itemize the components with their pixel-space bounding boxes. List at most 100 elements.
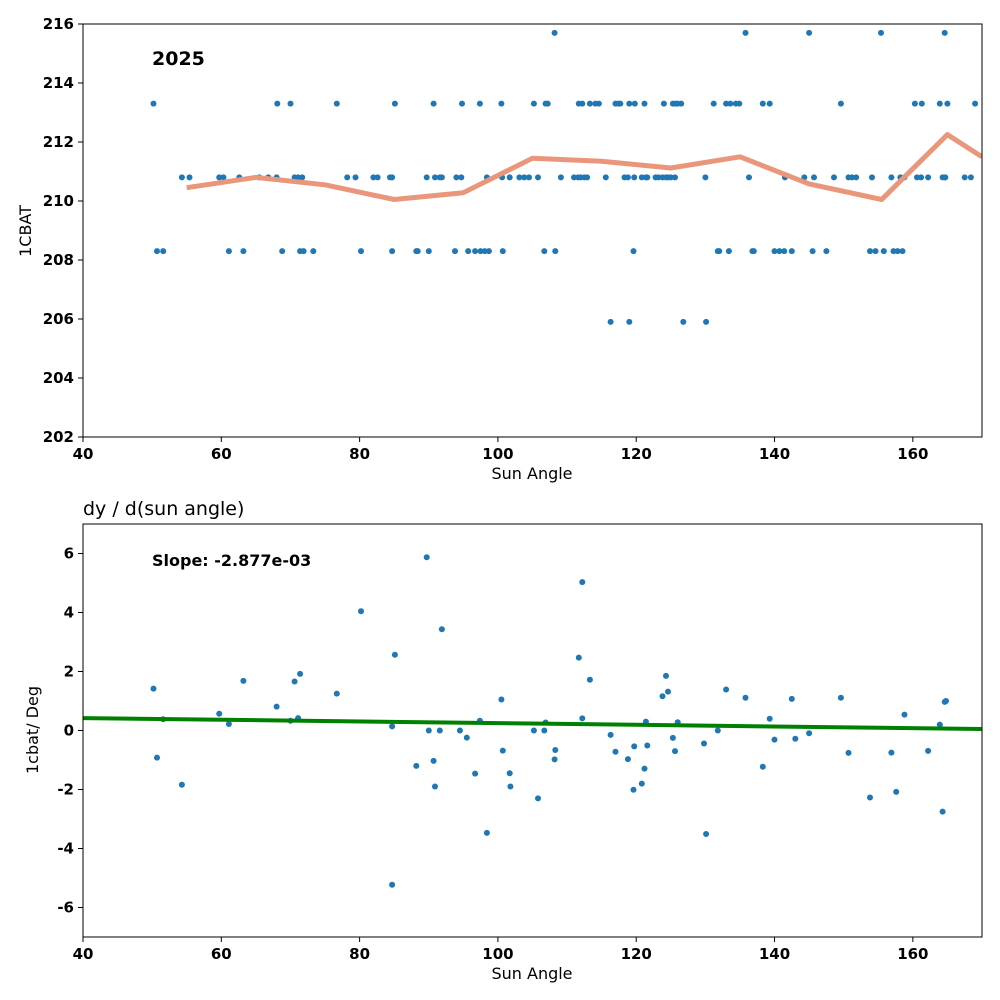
bottom-scatter-point	[612, 748, 619, 755]
bottom-scatter-point	[430, 757, 437, 764]
bottom-scatter-point	[463, 734, 470, 741]
top-x-tick-label: 80	[349, 445, 370, 463]
top-scatter-point	[918, 174, 925, 181]
bottom-scatter-point	[893, 788, 900, 795]
top-scatter-point	[453, 174, 460, 181]
bottom-scatter-point	[579, 715, 586, 722]
top-scatter-point	[595, 100, 602, 107]
bottom-scatter-point	[483, 829, 490, 836]
top-scatter-point	[344, 174, 351, 181]
bottom-scatter-point	[936, 721, 943, 728]
top-scatter-point	[607, 318, 614, 325]
top-y-tick-label: 204	[43, 369, 74, 387]
top-scatter-point	[872, 248, 879, 255]
bottom-scatter-point	[624, 756, 631, 763]
bottom-scatter-point	[788, 695, 795, 702]
bottom-y-tick-label: -6	[57, 899, 74, 917]
top-scatter-point	[766, 100, 773, 107]
bottom-scatter-point	[575, 654, 582, 661]
top-scatter-point	[571, 174, 577, 181]
bottom-scatter-point	[586, 676, 593, 683]
top-y-axis-label: 1CBAT	[16, 205, 35, 257]
top-scatter-point	[516, 174, 523, 181]
top-scatter-point	[499, 248, 506, 255]
bottom-x-tick-label: 120	[621, 945, 652, 963]
bottom-scatter-point	[659, 693, 666, 700]
top-y-tick-label: 206	[43, 310, 74, 328]
bottom-y-ticks: -6 -4 -2 0 2 4 6	[57, 545, 83, 917]
top-x-tick-label: 60	[211, 445, 232, 463]
top-annotation: 2025	[152, 48, 205, 70]
top-x-tick-label: 40	[73, 445, 94, 463]
top-scatter-point	[506, 174, 513, 181]
top-scatter-point	[414, 248, 421, 255]
top-scatter-point	[806, 29, 813, 36]
top-scatter-point	[736, 100, 743, 107]
bottom-scatter-point	[530, 727, 537, 734]
top-scatter-point	[425, 248, 432, 255]
top-trend-line	[186, 132, 982, 202]
bottom-scatter-point	[867, 794, 873, 801]
bottom-scatter-point	[939, 808, 946, 815]
top-scatter-point	[274, 100, 281, 107]
bottom-axes-frame	[82, 523, 983, 938]
top-scatter-point	[788, 248, 795, 255]
bottom-scatter-point	[665, 688, 671, 695]
top-plot-area	[150, 29, 982, 325]
bottom-scatter-point	[771, 736, 778, 743]
bottom-scatter-point	[943, 698, 949, 704]
top-scatter-point	[750, 248, 757, 255]
top-scatter-point	[300, 248, 307, 255]
bottom-scatter-point	[389, 881, 396, 888]
top-scatter-point	[459, 100, 465, 107]
top-scatter-point	[742, 29, 749, 36]
top-scatter-point	[465, 248, 472, 255]
bottom-scatter-point	[438, 626, 445, 633]
top-scatter-point	[890, 248, 897, 255]
top-scatter-point	[823, 248, 830, 255]
bottom-scatter-point	[240, 677, 247, 684]
top-scatter-point	[925, 174, 932, 181]
top-scatter-point	[352, 174, 359, 181]
top-x-axis-label: Sun Angle	[491, 464, 572, 483]
top-x-ticks: 40 60 80 100 120 140 160	[73, 437, 929, 463]
bottom-scatter-point	[714, 727, 721, 734]
bottom-scatter-point	[925, 747, 932, 754]
bottom-plot-title: dy / d(sun angle)	[83, 498, 244, 520]
top-scatter-point	[631, 174, 638, 181]
top-scatter-point	[295, 174, 302, 181]
top-scatter-point	[432, 174, 438, 181]
top-scatter-point	[216, 174, 223, 181]
top-scatter-point	[771, 248, 778, 255]
top-scatter-point	[602, 174, 609, 181]
bottom-scatter-point	[432, 783, 438, 790]
top-x-tick-label: 140	[759, 445, 790, 463]
bottom-subplot: dy / d(sun angle) 40 60 80 100 120 140 160 -6-…	[23, 498, 983, 983]
top-scatter-point	[240, 248, 247, 255]
top-scatter-point	[811, 174, 817, 181]
top-scatter-point	[333, 100, 340, 107]
top-scatter-point	[370, 174, 377, 181]
top-scatter-point	[660, 100, 667, 107]
bottom-y-tick-label: -4	[57, 840, 74, 858]
bottom-scatter-point	[333, 690, 340, 697]
bottom-x-tick-label: 60	[211, 945, 232, 963]
top-scatter-point	[936, 100, 943, 107]
bottom-scatter-point	[669, 734, 676, 741]
top-scatter-point	[220, 174, 227, 181]
top-scatter-point	[579, 100, 586, 107]
top-scatter-point	[972, 100, 979, 107]
bottom-scatter-point	[413, 762, 420, 769]
bottom-scatter-point	[552, 747, 559, 753]
bottom-scatter-point	[631, 743, 638, 750]
top-scatter-point	[430, 100, 437, 107]
top-y-tick-label: 216	[43, 15, 74, 33]
bottom-scatter-point	[150, 685, 157, 692]
bottom-annotation: Slope: -2.877e-03	[152, 551, 311, 570]
top-scatter-point	[617, 100, 624, 107]
bottom-y-tick-label: -2	[57, 781, 74, 799]
bottom-scatter-point	[358, 608, 364, 615]
top-scatter-point	[759, 100, 766, 107]
top-scatter-point	[225, 248, 232, 255]
top-scatter-point	[853, 174, 860, 181]
